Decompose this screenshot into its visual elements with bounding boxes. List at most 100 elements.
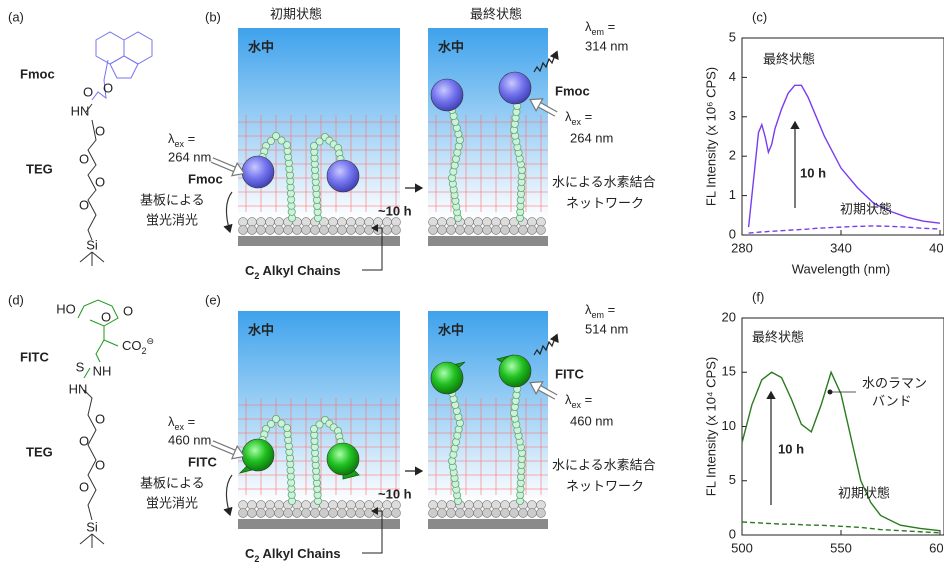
excitation-value: 460 nm xyxy=(168,432,211,447)
y-tick-label: 10 xyxy=(722,418,736,433)
substrate-atom xyxy=(347,501,356,510)
plot-frame xyxy=(742,318,944,535)
atom-label: Si xyxy=(86,237,98,252)
medium-label: 水中 xyxy=(438,39,464,54)
x-tick-label: 600 xyxy=(929,540,944,555)
text-part: = xyxy=(184,414,195,429)
x-tick-label: 280 xyxy=(731,240,753,255)
substrate-atom xyxy=(492,501,501,510)
x-axis-label: Wavelength (nm) xyxy=(792,261,891,276)
substrate-atom xyxy=(383,226,392,235)
annotation: 10 h xyxy=(800,165,826,180)
substrate-atom xyxy=(347,218,356,227)
series-label: 初期状態 xyxy=(840,201,892,216)
bond xyxy=(84,368,90,378)
bond xyxy=(92,534,104,544)
substrate-atom xyxy=(483,218,492,227)
substrate-atom xyxy=(356,218,365,227)
substrate-atom xyxy=(392,501,401,510)
atom-label: O xyxy=(123,303,133,318)
substrate-atom xyxy=(374,218,383,227)
substrate-atom xyxy=(438,509,447,518)
substrate-atom xyxy=(302,226,311,235)
substrate-atom xyxy=(537,509,546,518)
substrate-atom xyxy=(356,509,365,518)
substrate-atom xyxy=(374,509,383,518)
atom-label: O xyxy=(79,151,89,166)
substrate-atom xyxy=(510,509,519,518)
substrate-atom xyxy=(239,218,248,227)
text-part: ex xyxy=(572,117,582,127)
substrate-atom xyxy=(447,509,456,518)
substrate-atom xyxy=(383,501,392,510)
substrate-atom xyxy=(392,226,401,235)
dye-name: Fmoc xyxy=(20,66,55,81)
substrate xyxy=(238,236,400,246)
substrate-atom xyxy=(239,501,248,510)
substrate-atom xyxy=(519,509,528,518)
y-axis-label: FL Intensity (x 10⁶ CPS) xyxy=(703,67,718,206)
substrate-atom xyxy=(483,501,492,510)
medium-label: 水中 xyxy=(248,322,274,337)
dye-label: Fmoc xyxy=(188,171,223,186)
substrate-atom xyxy=(311,226,320,235)
quench-label: 蛍光消光 xyxy=(146,212,198,227)
atom-label: HO xyxy=(56,301,76,316)
text-part: ex xyxy=(175,422,185,432)
medium-label: 水中 xyxy=(438,322,464,337)
medium-label: 水中 xyxy=(248,39,274,54)
substrate-atom xyxy=(347,226,356,235)
emission-value: 514 nm xyxy=(585,321,628,336)
substrate-atom xyxy=(275,218,284,227)
text-part: = xyxy=(184,131,195,146)
text-part: 2 xyxy=(142,346,147,356)
substrate-atom xyxy=(501,226,510,235)
quench-arrow xyxy=(226,475,232,515)
substrate-atom xyxy=(465,501,474,510)
y-tick-label: 4 xyxy=(729,69,736,84)
substrate-atom xyxy=(465,226,474,235)
quench-label: 基板による xyxy=(140,475,205,490)
atom-label: S xyxy=(76,359,85,374)
dye-label: Fmoc xyxy=(555,83,590,98)
substrate xyxy=(238,519,400,529)
substrate-atom xyxy=(329,226,338,235)
substrate-atom xyxy=(275,501,284,510)
excitation-arrow-inner xyxy=(212,443,236,453)
substrate-atom xyxy=(248,509,257,518)
excitation-value: 264 nm xyxy=(570,130,613,145)
substrate-atom xyxy=(474,509,483,518)
substrate-atom xyxy=(248,226,257,235)
excitation-value: 264 nm xyxy=(168,149,211,164)
substrate-atom xyxy=(474,218,483,227)
emission-label: λem = xyxy=(585,19,615,37)
substrate-atom xyxy=(239,226,248,235)
dye-label: FITC xyxy=(555,366,584,381)
substrate-atom xyxy=(429,226,438,235)
substrate-atom xyxy=(501,218,510,227)
y-tick-label: 15 xyxy=(722,364,736,379)
text-part: ⊖ xyxy=(147,336,155,346)
substrate-atom xyxy=(239,509,248,518)
ring xyxy=(110,56,138,78)
substrate-atom xyxy=(438,218,447,227)
excitation-label: λex = xyxy=(565,392,592,410)
substrate-atom xyxy=(483,509,492,518)
emission-value: 314 nm xyxy=(585,38,628,53)
substrate-atom xyxy=(465,509,474,518)
network-label: 水による水素結合 xyxy=(552,457,656,472)
series-label: 最終状態 xyxy=(763,51,815,66)
substrate-atom xyxy=(474,501,483,510)
substrate-atom xyxy=(456,509,465,518)
y-tick-label: 20 xyxy=(722,309,736,324)
text-part: em xyxy=(592,310,605,320)
text-part: = xyxy=(604,19,615,34)
panel-label: (f) xyxy=(752,289,764,304)
panel-label: (e) xyxy=(205,292,221,307)
substrate-atom xyxy=(492,218,501,227)
x-tick-label: 400 xyxy=(929,240,944,255)
substrate-atom xyxy=(365,509,374,518)
substrate-atom xyxy=(519,226,528,235)
dye-sphere xyxy=(431,362,463,394)
time-label: ~10 h xyxy=(378,486,412,501)
